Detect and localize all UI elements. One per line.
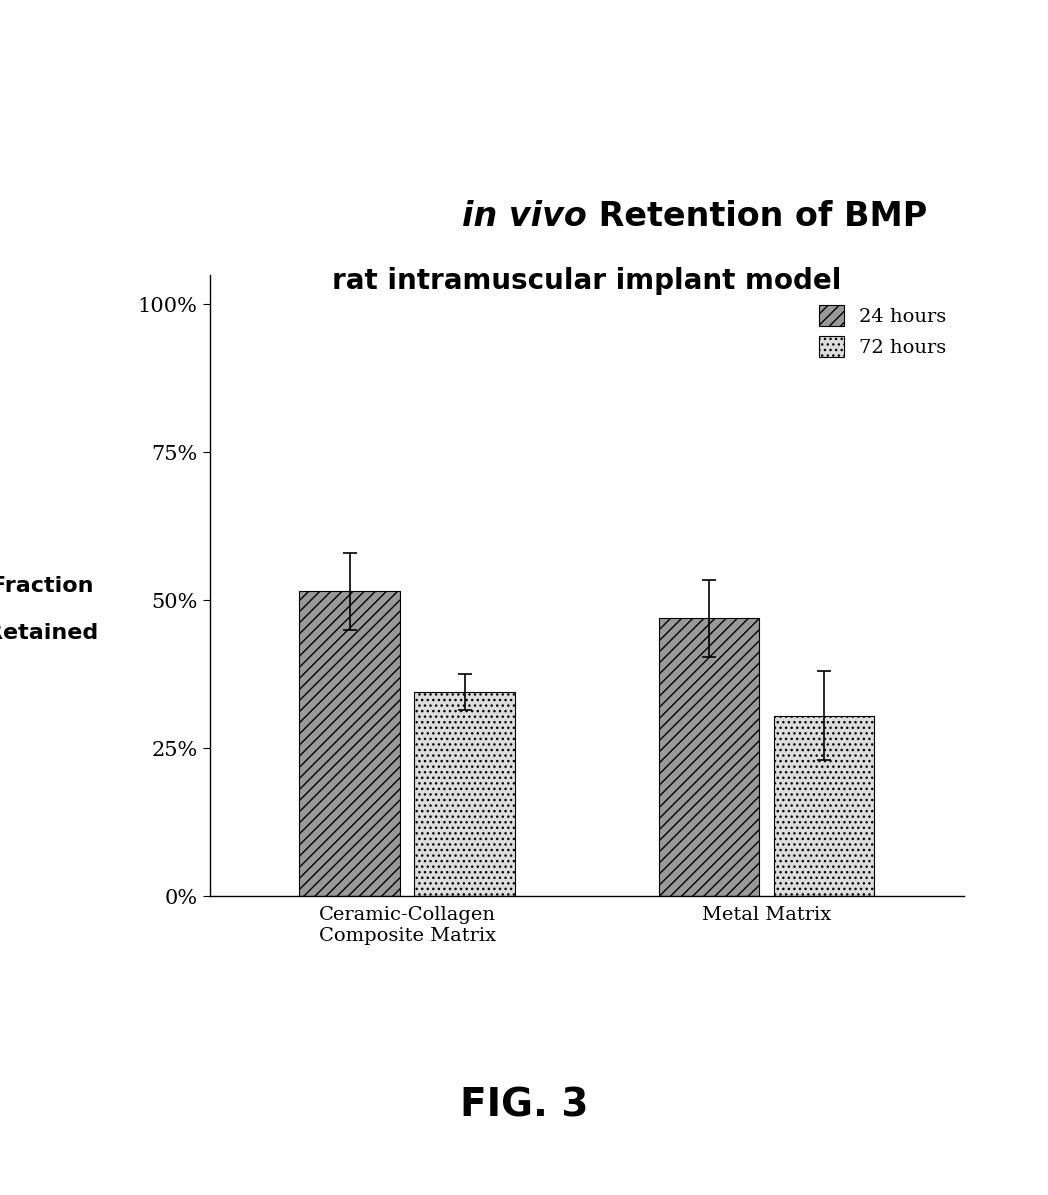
Bar xyxy=(659,618,760,896)
Text: rat intramuscular implant model: rat intramuscular implant model xyxy=(332,268,842,295)
Bar xyxy=(300,592,400,896)
Text: Fraction: Fraction xyxy=(0,576,93,595)
Bar xyxy=(773,716,874,896)
Text: Retained: Retained xyxy=(0,624,99,643)
Text: in vivo: in vivo xyxy=(462,200,587,233)
Text: FIG. 3: FIG. 3 xyxy=(460,1086,588,1124)
Text: Retention of BMP: Retention of BMP xyxy=(587,200,927,233)
Bar xyxy=(414,692,515,896)
Legend: 24 hours, 72 hours: 24 hours, 72 hours xyxy=(811,298,955,364)
